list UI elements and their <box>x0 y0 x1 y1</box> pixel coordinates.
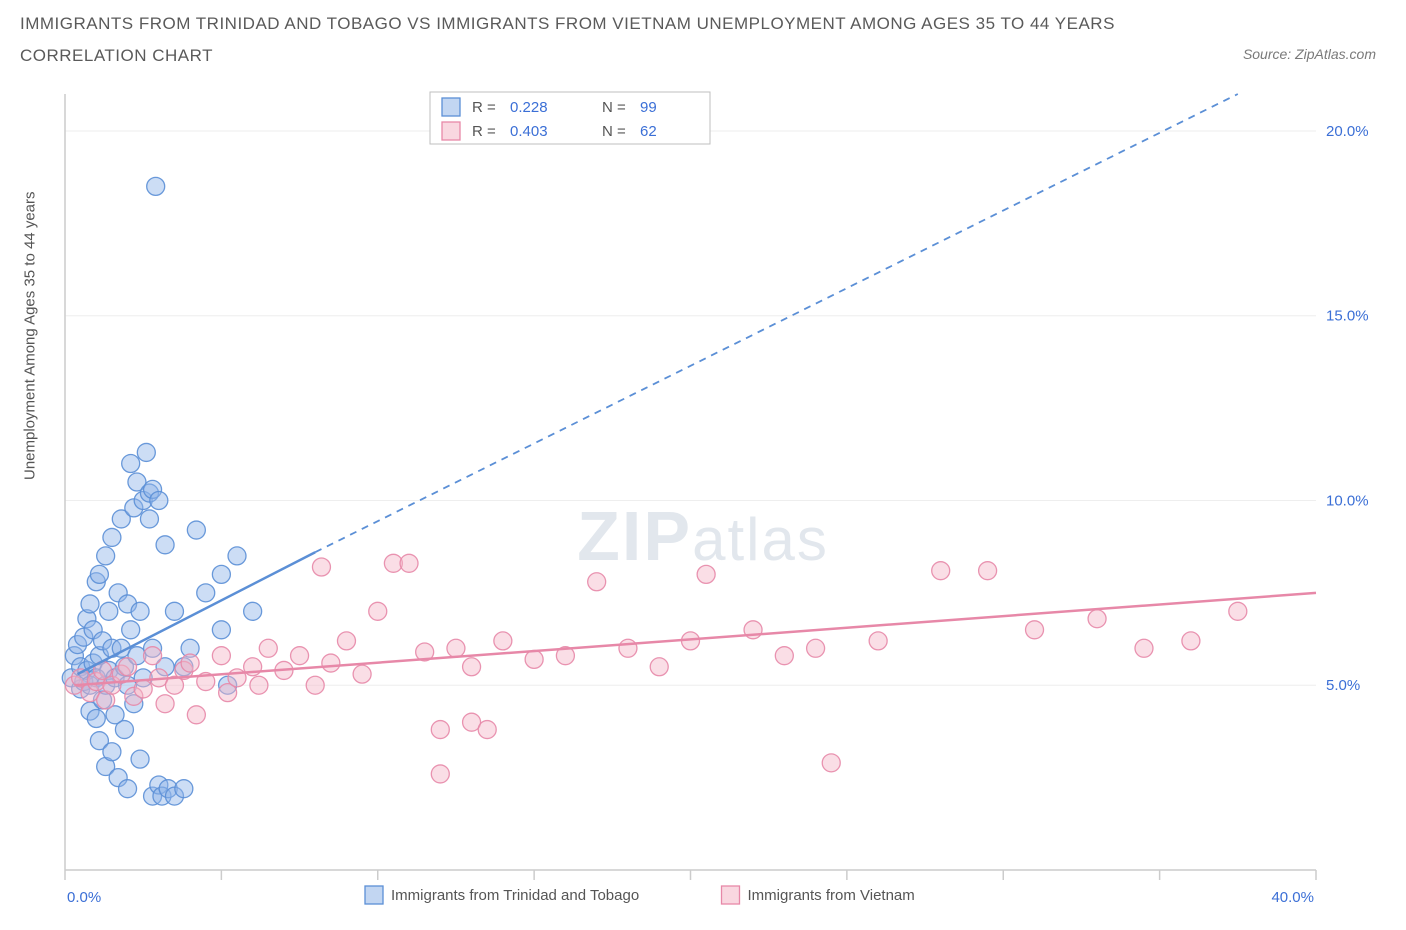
chart-title-line2: CORRELATION CHART <box>20 46 1386 66</box>
svg-text:0.403: 0.403 <box>510 123 548 140</box>
svg-text:Immigrants from Vietnam: Immigrants from Vietnam <box>748 887 915 904</box>
svg-text:99: 99 <box>640 99 657 116</box>
svg-text:R =: R = <box>472 99 496 116</box>
chart-title-block: IMMIGRANTS FROM TRINIDAD AND TOBAGO VS I… <box>0 0 1406 66</box>
y-axis-label: Unemployment Among Ages 35 to 44 years <box>22 191 39 480</box>
svg-text:62: 62 <box>640 123 657 140</box>
svg-text:Immigrants from Trinidad and T: Immigrants from Trinidad and Tobago <box>391 887 639 904</box>
svg-text:N =: N = <box>602 123 626 140</box>
svg-text:40.0%: 40.0% <box>1271 889 1314 906</box>
svg-text:N =: N = <box>602 99 626 116</box>
chart-title-line1: IMMIGRANTS FROM TRINIDAD AND TOBAGO VS I… <box>20 14 1386 34</box>
svg-text:20.0%: 20.0% <box>1326 123 1369 140</box>
source-attribution: Source: ZipAtlas.com <box>1243 46 1376 62</box>
svg-text:0.0%: 0.0% <box>67 889 101 906</box>
chart-container: ZIPatlas 0.0%40.0%5.0%10.0%15.0%20.0%R =… <box>20 86 1386 920</box>
svg-text:10.0%: 10.0% <box>1326 492 1369 509</box>
svg-text:5.0%: 5.0% <box>1326 677 1360 694</box>
svg-text:R =: R = <box>472 123 496 140</box>
svg-text:15.0%: 15.0% <box>1326 308 1369 325</box>
svg-text:0.228: 0.228 <box>510 99 548 116</box>
scatter-chart: 0.0% 40.0% 5.0% 10.0% 15.0% 20.0% R = 0.228 N = 9… <box>20 86 1386 920</box>
